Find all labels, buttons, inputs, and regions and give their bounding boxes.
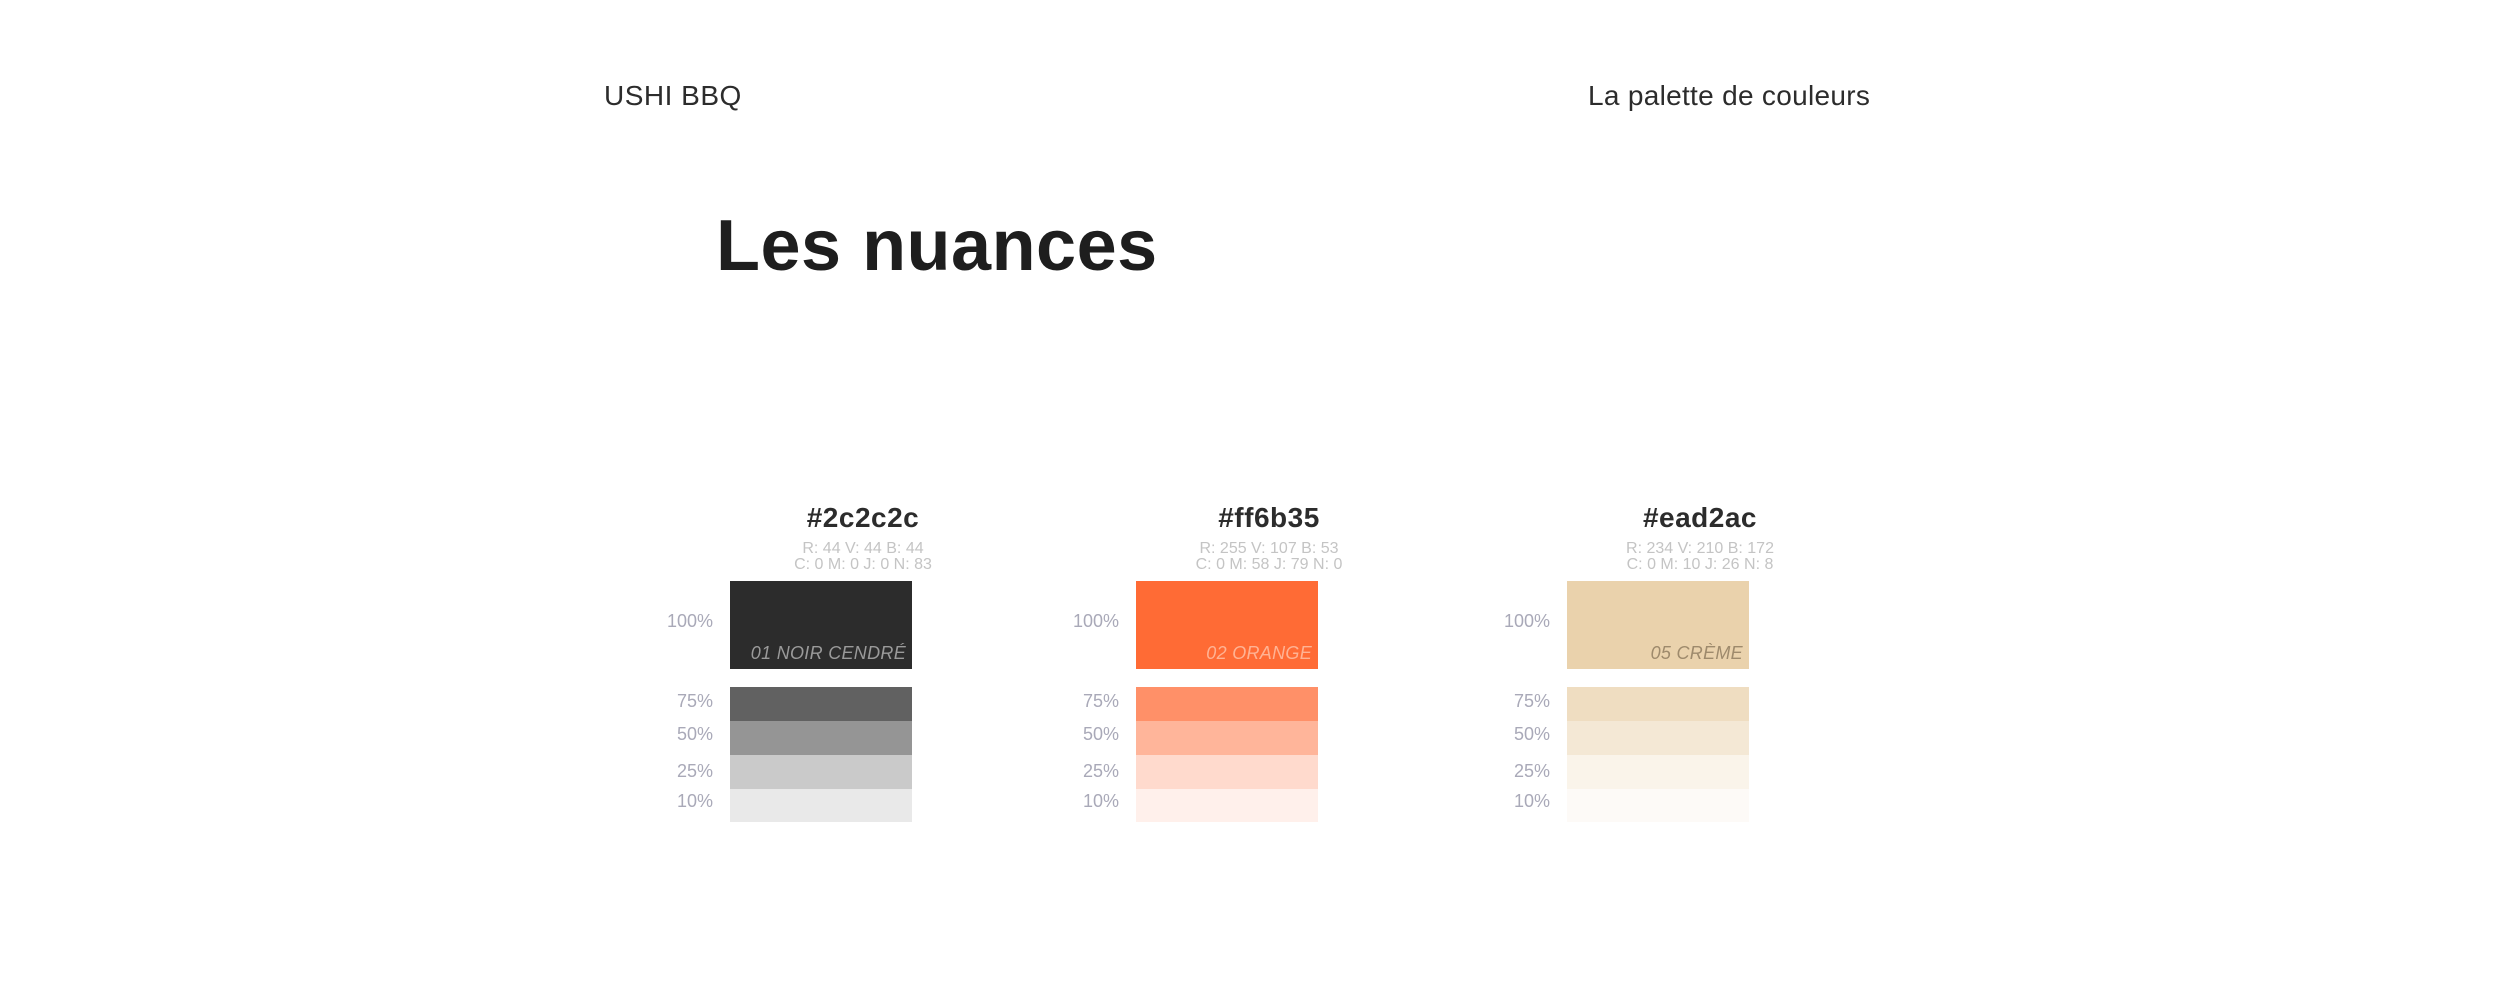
color-name: 05 CRÈME <box>1650 643 1743 663</box>
swatch-group-noir: #2c2c2c R: 44 V: 44 B: 44 C: 0 M: 0 J: 0… <box>653 500 1073 830</box>
cmyk-values: C: 0 M: 58 J: 79 N: 0 <box>1195 556 1343 573</box>
tint-swatch-10 <box>730 789 912 822</box>
main-color-swatch: 02 ORANGE <box>1136 581 1318 669</box>
percent-label-100: 100% <box>666 611 713 631</box>
tint-swatch-25 <box>730 755 912 789</box>
cmyk-values: C: 0 M: 10 J: 26 N: 8 <box>1626 556 1774 573</box>
color-name: 02 ORANGE <box>1206 643 1312 663</box>
brand-name: USHI BBQ <box>604 80 742 111</box>
percent-label-10: 10% <box>1082 791 1119 811</box>
tint-swatch-75 <box>1567 687 1749 721</box>
percent-label-10: 10% <box>676 791 713 811</box>
main-color-swatch: 05 CRÈME <box>1567 581 1749 669</box>
percent-label-25: 25% <box>1082 761 1119 781</box>
tint-swatch-50 <box>1136 721 1318 755</box>
percent-label-50: 50% <box>1082 724 1119 744</box>
tint-swatch-50 <box>730 721 912 755</box>
tint-swatch-75 <box>1136 687 1318 721</box>
color-name: 01 NOIR CENDRÉ <box>750 643 906 663</box>
percent-label-10: 10% <box>1513 791 1550 811</box>
tint-swatch-10 <box>1136 789 1318 822</box>
tint-swatch-50 <box>1567 721 1749 755</box>
main-color-swatch: 01 NOIR CENDRÉ <box>730 581 912 669</box>
hex-code: #ff6b35 <box>1218 502 1320 533</box>
percent-label-100: 100% <box>1072 611 1119 631</box>
rgb-values: R: 44 V: 44 B: 44 <box>802 540 924 557</box>
percent-label-25: 25% <box>676 761 713 781</box>
percent-label-50: 50% <box>676 724 713 744</box>
swatch-group-orange: #ff6b35 R: 255 V: 107 B: 53 C: 0 M: 58 J… <box>1059 500 1479 830</box>
swatch-group-creme: #ead2ac R: 234 V: 210 B: 172 C: 0 M: 10 … <box>1490 500 1910 830</box>
document-section-title: La palette de couleurs <box>1588 80 1871 111</box>
tint-swatch-25 <box>1567 755 1749 789</box>
percent-label-75: 75% <box>1513 691 1550 711</box>
percent-label-50: 50% <box>1513 724 1550 744</box>
hex-code: #ead2ac <box>1642 502 1758 533</box>
hex-code: #2c2c2c <box>806 502 920 533</box>
rgb-values: R: 234 V: 210 B: 172 <box>1626 540 1774 557</box>
cmyk-values: C: 0 M: 0 J: 0 N: 83 <box>794 556 932 573</box>
percent-label-75: 75% <box>676 691 713 711</box>
tint-swatch-25 <box>1136 755 1318 789</box>
percent-label-100: 100% <box>1503 611 1550 631</box>
tint-swatch-10 <box>1567 789 1749 822</box>
percent-label-25: 25% <box>1513 761 1550 781</box>
rgb-values: R: 255 V: 107 B: 53 <box>1199 540 1339 557</box>
page-title: Les nuances <box>716 206 1158 286</box>
tint-swatch-75 <box>730 687 912 721</box>
percent-label-75: 75% <box>1082 691 1119 711</box>
